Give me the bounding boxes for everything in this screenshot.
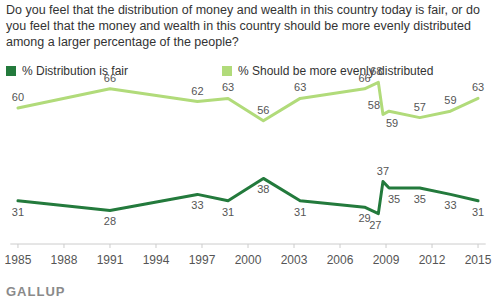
x-tick-label: 2000 (235, 253, 262, 267)
x-tick (478, 244, 479, 248)
data-label: 31 (294, 206, 306, 218)
data-label: 68 (370, 65, 382, 77)
x-tick-label: 1985 (5, 253, 32, 267)
legend: % Distribution is fair% Should be more e… (6, 64, 433, 78)
x-tick-label: 1997 (189, 253, 216, 267)
x-tick (340, 244, 341, 248)
data-label: 63 (472, 81, 484, 93)
x-ticks: 1985 1988 1991 1994 1997 2000 2003 2006 2009 2012… (5, 244, 492, 267)
legend-label: % Should be more evenly distributed (238, 64, 433, 78)
data-label: 59 (386, 117, 398, 129)
data-label: 31 (12, 206, 24, 218)
x-tick (63, 244, 64, 248)
data-label: 59 (444, 94, 456, 106)
x-tick (294, 244, 295, 248)
x-tick-label: 1991 (97, 253, 124, 267)
data-label: 63 (294, 81, 306, 93)
x-tick-label: 2006 (327, 253, 354, 267)
data-label: 33 (191, 199, 203, 211)
data-label: 66 (358, 72, 370, 84)
x-tick (432, 244, 433, 248)
title-line: you feel that the money and wealth in th… (6, 19, 471, 33)
data-label: 31 (472, 206, 484, 218)
data-label: 31 (222, 206, 234, 218)
data-label: 38 (257, 183, 269, 195)
chart: Do you feel that the distribution of mon… (0, 0, 495, 304)
x-tick (386, 244, 387, 248)
legend-swatch (222, 66, 232, 76)
x-tick-label: 1988 (51, 253, 78, 267)
data-label: 60 (12, 91, 24, 103)
x-tick-label: 1994 (143, 253, 170, 267)
title-group: Do you feel that the distribution of mon… (6, 3, 480, 49)
x-tick-label: 2012 (419, 253, 446, 267)
title: Do you feel that the distribution of mon… (6, 3, 480, 49)
x-tick (248, 244, 249, 248)
data-label: 37 (377, 165, 389, 177)
legend-swatch (6, 66, 16, 76)
title-line: Do you feel that the distribution of mon… (6, 3, 480, 17)
series-line (18, 178, 478, 213)
data-label: 27 (369, 219, 381, 231)
x-tick-label: 2009 (373, 253, 400, 267)
data-label: 35 (414, 193, 426, 205)
lines (18, 82, 478, 213)
data-label: 33 (444, 199, 456, 211)
x-tick-label: 2015 (465, 253, 492, 267)
data-label: 57 (414, 101, 426, 113)
title-line: among a larger percentage of the people? (6, 35, 239, 49)
x-tick (17, 244, 18, 248)
x-tick (109, 244, 110, 248)
x-tick-label: 2003 (281, 253, 308, 267)
data-label: 63 (222, 81, 234, 93)
x-tick (201, 244, 202, 248)
data-label: 58 (368, 99, 380, 111)
source: GALLUP (6, 284, 65, 299)
data-label: 35 (388, 193, 400, 205)
data-label: 28 (104, 215, 116, 227)
data-label: 56 (257, 104, 269, 116)
x-tick (155, 244, 156, 248)
data-label: 62 (191, 85, 203, 97)
series-line (18, 82, 478, 120)
data-labels: 3128333138312927373535333160666263566366… (12, 65, 484, 230)
data-label: 66 (104, 72, 116, 84)
